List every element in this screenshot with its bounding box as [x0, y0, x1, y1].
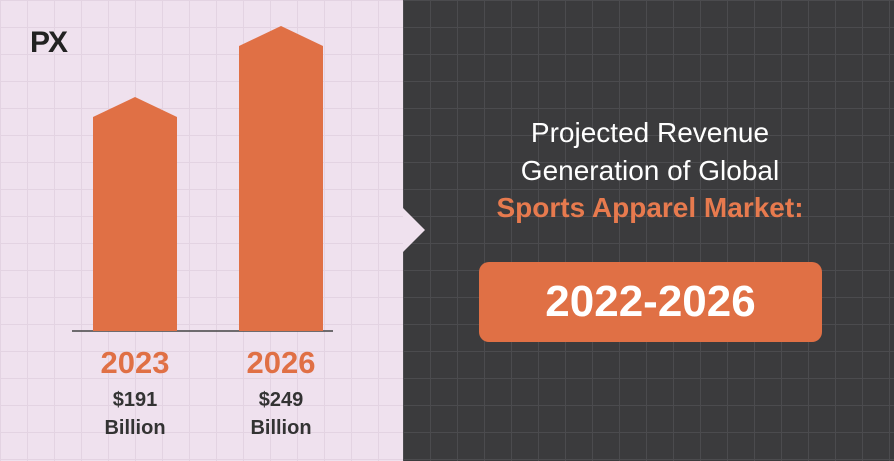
logo: PX — [30, 26, 68, 59]
value-label: $249 Billion — [250, 389, 312, 439]
title: Projected Revenue Generation of Global — [520, 117, 780, 186]
highlight: Sports Apparel Market: — [496, 192, 804, 223]
bar — [93, 97, 177, 331]
category-label: 2023 — [100, 345, 170, 380]
category-label: 2026 — [246, 345, 316, 380]
bar — [239, 26, 323, 331]
left-panel — [0, 0, 403, 461]
right-panel — [403, 0, 894, 461]
period-badge: 2022-2026 — [479, 262, 822, 342]
value-label: $191 Billion — [104, 389, 166, 439]
notch — [403, 208, 425, 252]
